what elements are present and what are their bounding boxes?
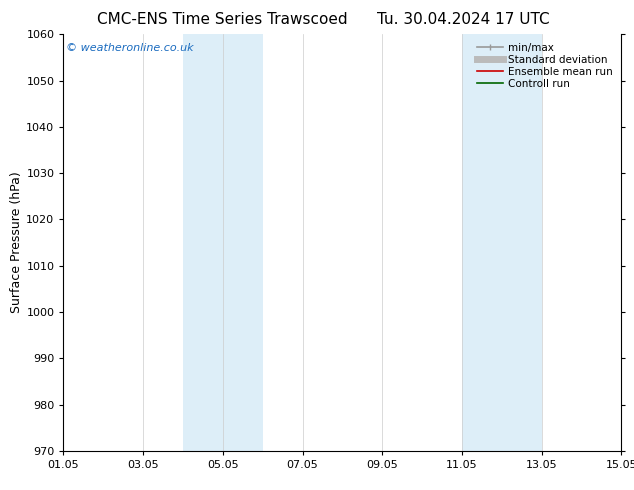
Text: CMC-ENS Time Series Trawscoed: CMC-ENS Time Series Trawscoed [96,12,347,27]
Legend: min/max, Standard deviation, Ensemble mean run, Controll run: min/max, Standard deviation, Ensemble me… [474,40,616,92]
Bar [462,34,541,451]
Bar [183,34,262,451]
Y-axis label: Surface Pressure (hPa): Surface Pressure (hPa) [11,172,23,314]
Text: © weatheronline.co.uk: © weatheronline.co.uk [66,43,194,52]
Text: Tu. 30.04.2024 17 UTC: Tu. 30.04.2024 17 UTC [377,12,549,27]
